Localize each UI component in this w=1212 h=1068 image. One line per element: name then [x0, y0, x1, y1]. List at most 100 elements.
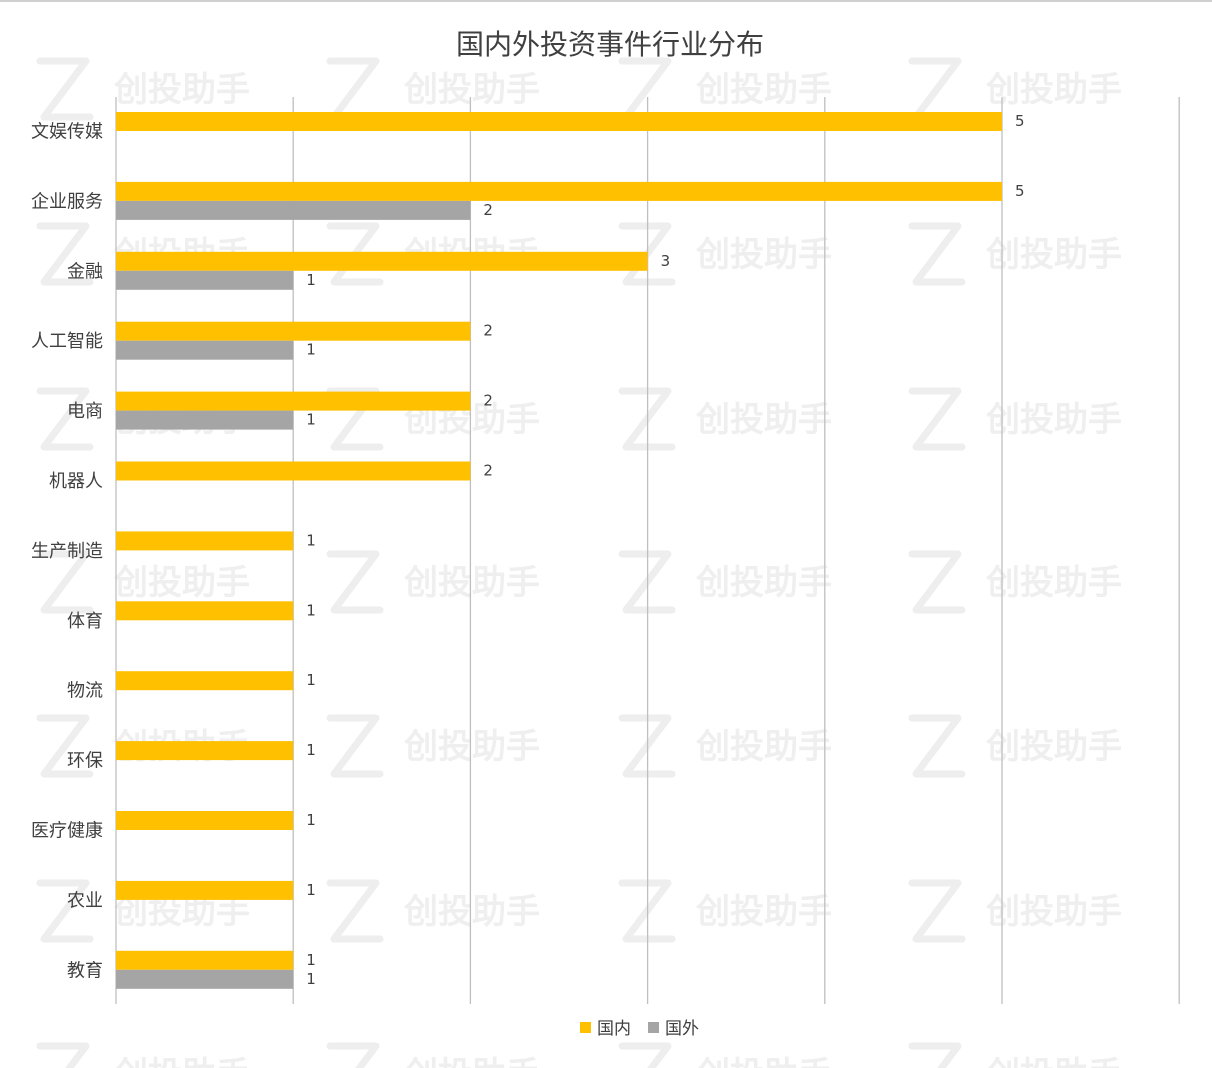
watermark-logo-icon — [36, 714, 94, 778]
legend-swatch — [648, 1022, 659, 1033]
watermark-text: 创投助手 — [985, 235, 1122, 275]
gridlines — [115, 97, 1180, 1004]
watermark-text: 创投助手 — [403, 892, 540, 932]
watermark-text: 创投助手 — [113, 563, 250, 603]
category-label: 文娱传媒 — [31, 122, 103, 143]
watermark-text: 创投助手 — [985, 1055, 1122, 1068]
bar-domestic — [116, 461, 471, 481]
bar-domestic — [116, 671, 294, 691]
watermark-tile: 创投助手 — [908, 714, 1122, 778]
legend-label: 国外 — [665, 1019, 699, 1039]
watermark-tile: 创投助手 — [618, 387, 832, 451]
bar-domestic — [116, 251, 648, 271]
watermark-text: 创投助手 — [113, 70, 250, 110]
watermark-tile: 创投助手 — [36, 57, 250, 121]
data-label: 1 — [306, 271, 316, 289]
watermark-logo-icon — [36, 57, 94, 121]
watermark-tile: 创投助手 — [326, 714, 540, 778]
data-label: 5 — [1015, 112, 1025, 130]
watermark-text: 创投助手 — [403, 1055, 540, 1068]
data-label: 1 — [306, 970, 316, 988]
watermark-tile: 创投助手 — [908, 57, 1122, 121]
category-label: 环保 — [67, 751, 103, 772]
category-label: 人工智能 — [31, 331, 103, 352]
data-label: 2 — [483, 462, 493, 480]
watermark-logo-icon — [908, 714, 966, 778]
watermark-logo-icon — [36, 222, 94, 286]
watermark-text: 创投助手 — [695, 892, 832, 932]
watermark-logo-icon — [326, 879, 384, 943]
category-label: 电商 — [67, 401, 103, 422]
bar-domestic — [116, 950, 294, 970]
legend-swatch — [580, 1022, 591, 1033]
bar-foreign — [116, 270, 294, 290]
data-label: 1 — [306, 531, 316, 549]
watermark-text: 创投助手 — [985, 70, 1122, 110]
watermark-logo-icon — [908, 1042, 962, 1068]
bar-domestic — [116, 321, 471, 341]
watermark-text: 创投助手 — [695, 1055, 832, 1068]
top-border — [0, 0, 1212, 2]
category-label: 生产制造 — [31, 541, 103, 562]
bar-domestic — [116, 181, 1002, 201]
watermark-logo-icon — [36, 879, 94, 943]
watermark-logo-icon — [908, 387, 966, 451]
watermark-tile: 创投助手 — [326, 1042, 540, 1068]
legend: 国内 国外 — [580, 1019, 699, 1039]
watermark-logo-icon — [36, 1042, 90, 1068]
data-label: 1 — [306, 811, 316, 829]
watermark-logo-icon — [908, 550, 966, 614]
watermark-text: 创投助手 — [985, 727, 1122, 767]
data-label: 1 — [306, 341, 316, 359]
bar-foreign — [116, 410, 294, 430]
watermark-text: 创投助手 — [985, 892, 1122, 932]
watermark-tile: 创投助手 — [618, 879, 832, 943]
watermark-text: 创投助手 — [695, 235, 832, 275]
watermark-tile: 创投助手 — [908, 879, 1122, 943]
bar-domestic — [116, 112, 1002, 131]
bar-domestic — [116, 741, 294, 761]
watermark-text: 创投助手 — [403, 70, 540, 110]
watermark-tile: 创投助手 — [36, 1042, 250, 1068]
legend-label: 国内 — [597, 1019, 631, 1039]
labels: 文娱传媒 5 企业服务 5 2 金融 3 1 人工智能 2 1 电商 2 1 机器人 2 生产制造 1 体育 1 物流 1… — [31, 112, 1025, 988]
watermark-text: 创投助手 — [695, 727, 832, 767]
watermark-logo-icon — [618, 1042, 672, 1068]
bar-foreign — [116, 969, 294, 989]
watermark-text: 创投助手 — [113, 1055, 250, 1068]
watermark-text: 创投助手 — [403, 563, 540, 603]
watermark-logo-icon — [36, 550, 94, 614]
watermark-text: 创投助手 — [985, 400, 1122, 440]
watermark-logo-icon — [908, 222, 966, 286]
chart-title: 国内外投资事件行业分布 — [456, 28, 764, 61]
watermark-logo-icon — [326, 387, 384, 451]
data-label: 1 — [306, 881, 316, 899]
watermark-text: 创投助手 — [985, 563, 1122, 603]
bar-domestic — [116, 601, 294, 621]
data-label: 1 — [306, 951, 316, 969]
watermark-logo-icon — [36, 387, 94, 451]
watermark-tile: 创投助手 — [908, 1042, 1122, 1068]
watermark-tile: 创投助手 — [908, 550, 1122, 614]
watermark-tile: 创投助手 — [326, 550, 540, 614]
watermark-tile: 创投助手 — [908, 387, 1122, 451]
watermark-tile: 创投助手 — [618, 714, 832, 778]
category-label: 金融 — [67, 261, 103, 282]
watermark-tile: 创投助手 — [618, 57, 832, 121]
data-label: 3 — [661, 252, 671, 270]
data-label: 1 — [306, 601, 316, 619]
watermark-logo-icon — [908, 57, 966, 121]
watermark-logo-icon — [326, 550, 384, 614]
watermark-text: 创投助手 — [695, 563, 832, 603]
category-label: 物流 — [67, 681, 103, 702]
bar-domestic — [116, 880, 294, 900]
watermark-logo-icon — [326, 57, 384, 121]
data-label: 2 — [483, 392, 493, 410]
category-label: 农业 — [67, 890, 103, 911]
watermark-logo-icon — [326, 1042, 380, 1068]
watermark-logo-icon — [908, 879, 966, 943]
watermark-tile: 创投助手 — [36, 550, 250, 614]
watermark-tile: 创投助手 — [618, 1042, 832, 1068]
watermark-tile: 创投助手 — [326, 879, 540, 943]
